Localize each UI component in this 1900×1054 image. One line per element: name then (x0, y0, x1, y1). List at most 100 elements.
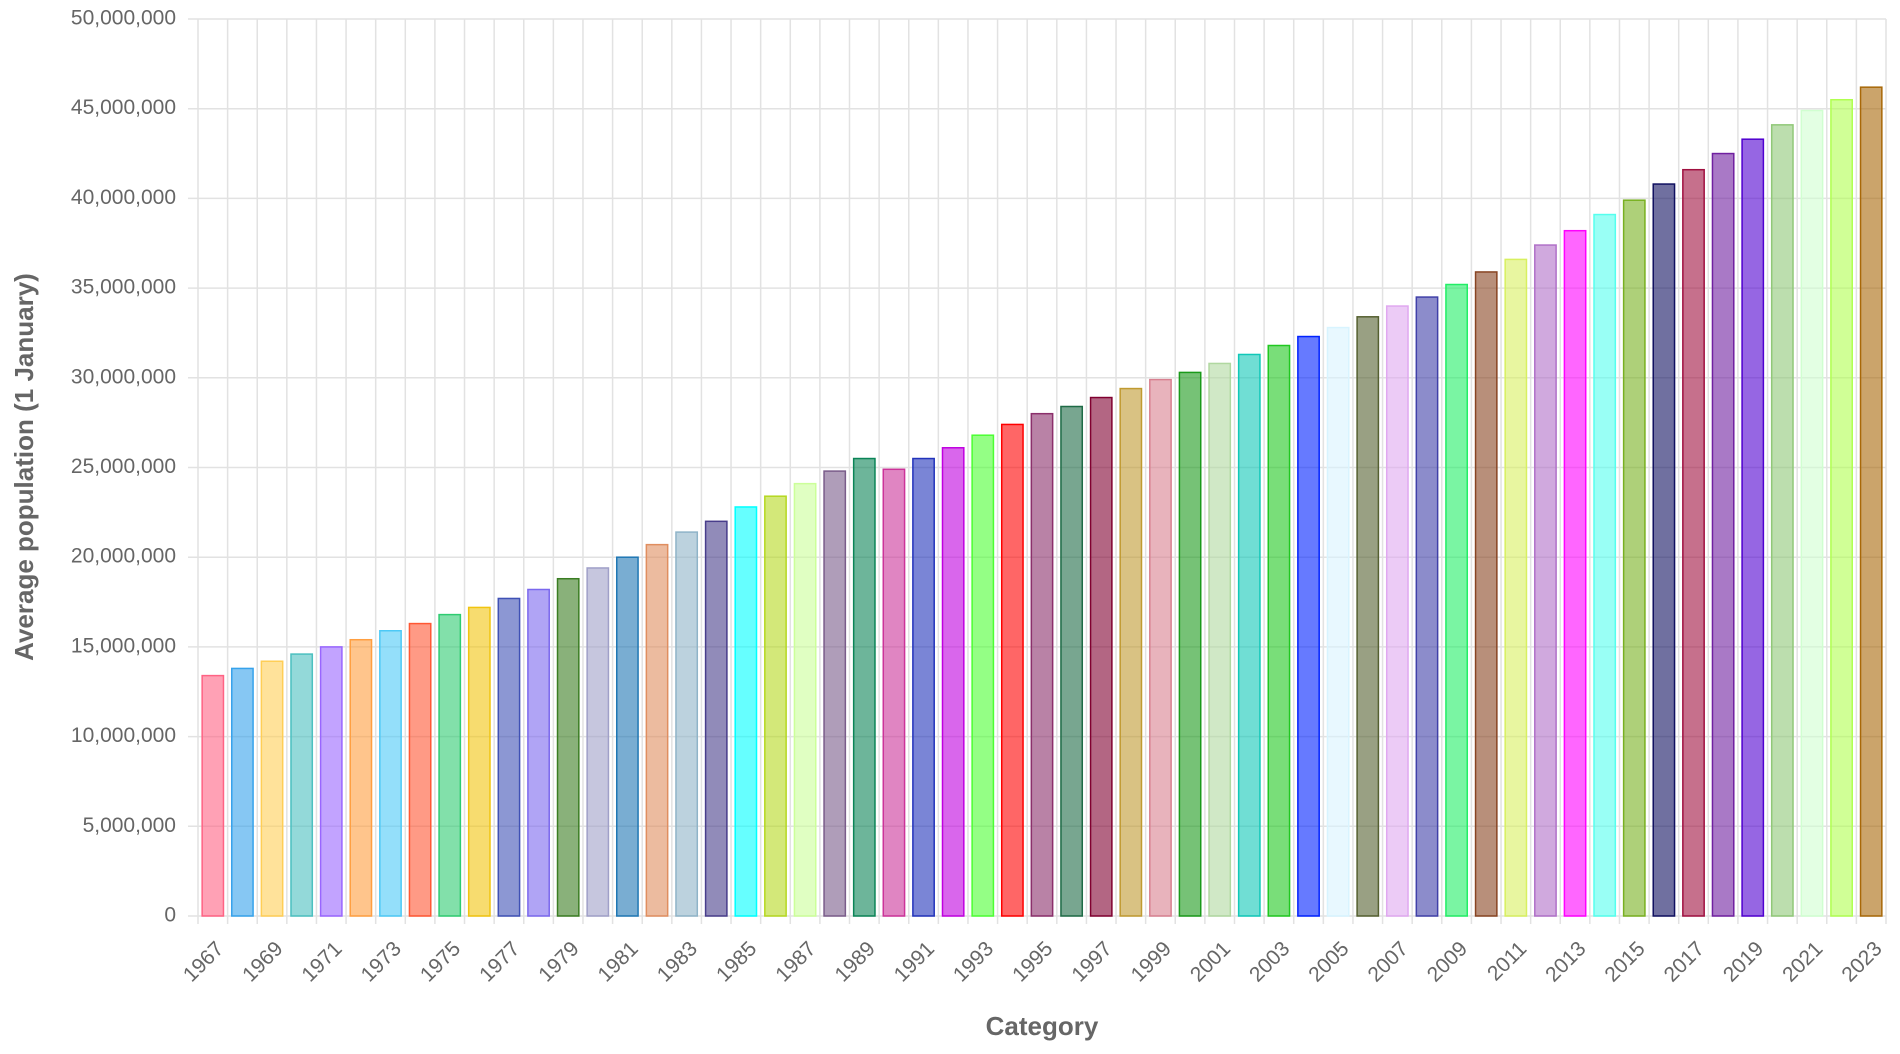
bar (912, 457, 935, 917)
bar (290, 653, 314, 917)
bar (1534, 244, 1557, 917)
x-tick-label: 2021 (1778, 937, 1827, 986)
y-tick-label: 5,000,000 (83, 814, 176, 837)
x-tick-label: 1985 (712, 937, 761, 986)
x-tick-label: 1993 (949, 937, 998, 986)
bar (941, 447, 965, 917)
x-tick-label: 2023 (1837, 937, 1886, 986)
bar (675, 531, 699, 917)
bar (1741, 138, 1765, 917)
x-tick-label: 1969 (238, 937, 287, 986)
x-tick-label: 2009 (1423, 937, 1472, 986)
y-tick-label: 20,000,000 (71, 545, 176, 568)
x-tick-label: 2017 (1660, 937, 1709, 986)
y-tick-label: 0 (164, 904, 176, 927)
bar (379, 630, 402, 917)
y-tick-label: 10,000,000 (71, 724, 176, 747)
y-tick-label: 45,000,000 (71, 96, 176, 119)
x-tick-label: 1999 (1127, 937, 1176, 986)
x-tick-label: 2003 (1245, 937, 1294, 986)
bar (1830, 98, 1853, 917)
bar (1563, 229, 1587, 917)
y-axis-title: Average population (1 January) (9, 273, 39, 661)
x-tick-label: 2011 (1483, 937, 1531, 985)
bar (1770, 124, 1794, 917)
bar (971, 434, 995, 917)
bar (1682, 168, 1705, 917)
bar (231, 667, 254, 917)
bar (497, 597, 521, 917)
x-tick-label: 2013 (1541, 937, 1590, 986)
bar (1297, 335, 1320, 917)
x-tick-label: 1979 (534, 937, 583, 986)
bar (1859, 86, 1883, 917)
bar (1415, 296, 1439, 917)
y-tick-label: 15,000,000 (71, 634, 176, 657)
bar (1237, 353, 1261, 917)
bar (764, 495, 787, 917)
bar (556, 577, 580, 917)
x-tick-label: 2019 (1719, 937, 1768, 986)
bar (1800, 109, 1824, 917)
bar (349, 638, 373, 917)
bar (1267, 344, 1291, 917)
y-tick-label: 25,000,000 (71, 455, 176, 478)
bar (615, 556, 639, 917)
x-tick-label: 1981 (594, 937, 643, 986)
bar (319, 646, 343, 917)
bar (1356, 316, 1380, 917)
bar (586, 567, 610, 917)
bar (1445, 283, 1469, 917)
bar (1208, 362, 1232, 917)
y-tick-label: 30,000,000 (71, 365, 176, 388)
x-tick-label: 1989 (830, 937, 879, 986)
x-tick-label: 1967 (179, 937, 228, 986)
x-axis-title: Category (986, 1011, 1099, 1041)
x-tick-label: 2005 (1304, 937, 1353, 986)
x-tick-label: 1983 (653, 937, 702, 986)
bar (527, 588, 550, 917)
x-tick-label: 1975 (416, 937, 465, 986)
x-tick-label: 1997 (1067, 937, 1116, 986)
bar (645, 543, 669, 917)
x-tick-label: 1991 (890, 937, 939, 986)
bar (823, 470, 847, 917)
x-tick-label: 1977 (475, 937, 524, 986)
x-tick-label: 1973 (357, 937, 406, 986)
bar (1119, 387, 1143, 917)
bar (1622, 199, 1646, 917)
bar (1060, 405, 1084, 917)
bar (882, 468, 906, 917)
bar (1089, 396, 1113, 917)
bar (704, 520, 728, 917)
bar (467, 606, 491, 917)
y-tick-label: 35,000,000 (71, 276, 176, 299)
bar (1030, 412, 1054, 917)
bar (1711, 152, 1735, 917)
bar (1149, 378, 1172, 917)
bar (1504, 258, 1528, 917)
x-tick-label: 1995 (1008, 937, 1057, 986)
x-tick-label: 1971 (297, 937, 346, 986)
bar (1385, 305, 1409, 917)
y-tick-label: 50,000,000 (71, 7, 176, 30)
bar (260, 660, 284, 917)
bar (1000, 423, 1024, 917)
bar (1474, 271, 1498, 917)
x-tick-label: 2015 (1600, 937, 1649, 986)
bar (1326, 326, 1350, 917)
bar (438, 613, 462, 917)
y-tick-label: 40,000,000 (71, 186, 176, 209)
bar (793, 482, 817, 917)
bar (734, 506, 758, 917)
bar (201, 674, 225, 917)
bar (408, 622, 432, 917)
bar (1178, 371, 1202, 917)
bar (1593, 213, 1617, 917)
bar (1652, 183, 1676, 917)
x-tick-label: 1987 (771, 937, 820, 986)
bar (852, 457, 876, 917)
x-tick-label: 2007 (1364, 937, 1413, 986)
